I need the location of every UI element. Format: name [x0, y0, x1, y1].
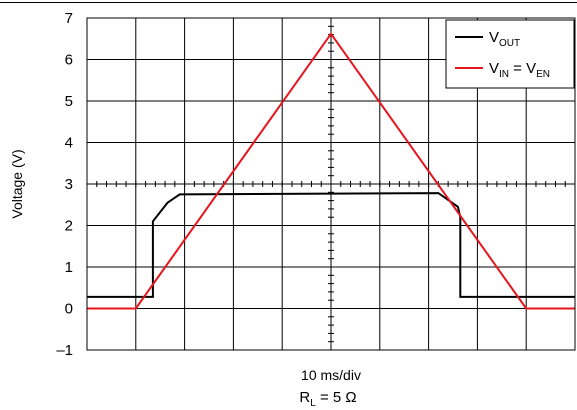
y-tick-label: 4	[65, 135, 73, 152]
y-tick-label: 2	[65, 218, 73, 235]
load-resistance-annotation: RL = 5 Ω	[299, 389, 356, 409]
series-line-vout	[87, 192, 575, 298]
plot-frame	[86, 17, 576, 351]
y-tick-label: 7	[65, 10, 73, 27]
y-tick-label: 0	[65, 301, 73, 318]
y-tick-labels: –1 0 1 2 3 4 5 6 7	[56, 10, 73, 359]
y-tick-label: 6	[65, 52, 73, 69]
legend: VOUT VIN = VEN	[445, 19, 575, 89]
y-tick-label: 3	[65, 176, 73, 193]
legend-label-vout: VOUT	[489, 29, 520, 49]
legend-label-vin-ven: VIN = VEN	[489, 60, 550, 80]
series-layer	[87, 32, 575, 310]
annotation-sub: L	[310, 398, 316, 409]
legend-box	[445, 19, 575, 89]
x-axis-title: 10 ms/div	[301, 367, 361, 383]
y-tick-label: 1	[65, 259, 73, 276]
annotation-rest: = 5 Ω	[316, 389, 357, 406]
top-rule	[0, 2, 577, 3]
y-axis-title: Voltage (V)	[9, 149, 25, 218]
annotation-main: R	[299, 389, 310, 406]
y-tick-label: 5	[65, 93, 73, 110]
series-line-vin-ven	[87, 32, 575, 310]
y-tick-label: –1	[56, 342, 73, 359]
